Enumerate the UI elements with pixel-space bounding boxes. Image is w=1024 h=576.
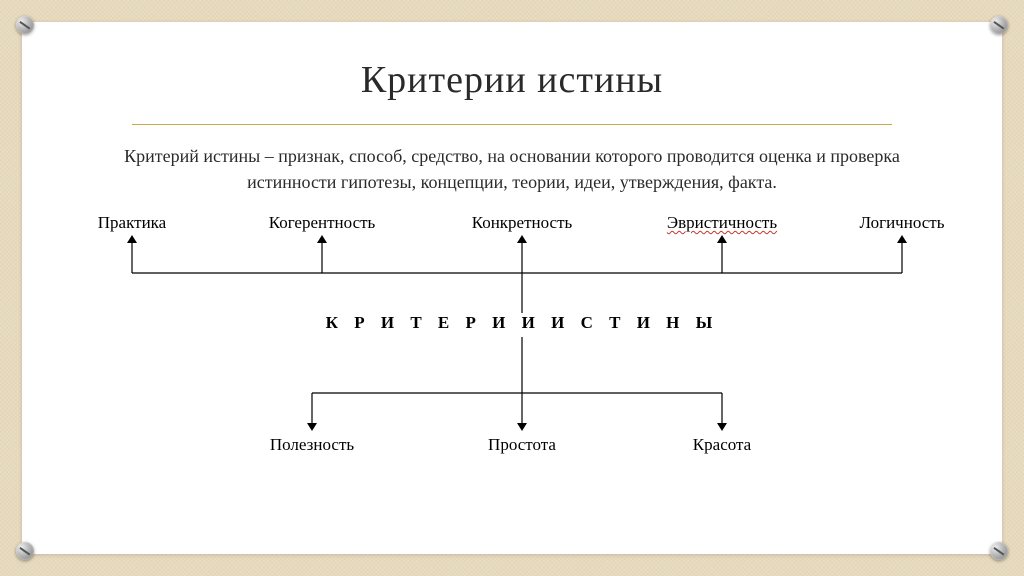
diagram-bottom-node: Красота [693, 435, 751, 455]
diagram-lines [62, 213, 962, 473]
diagram-top-node: Эвристичность [667, 213, 777, 233]
diagram-top-node: Логичность [860, 213, 945, 233]
screw-icon [990, 542, 1008, 560]
slide-subtitle: Критерий истины – признак, способ, средс… [22, 125, 1002, 195]
diagram-bottom-node: Полезность [270, 435, 354, 455]
screw-icon [16, 542, 34, 560]
slide-title: Критерии истины [22, 22, 1002, 102]
diagram-top-node: Практика [98, 213, 166, 233]
diagram-top-node: Когерентность [269, 213, 376, 233]
diagram-top-node: Конкретность [472, 213, 573, 233]
diagram-bottom-node: Простота [488, 435, 556, 455]
slide-card: Критерии истины Критерий истины – призна… [22, 22, 1002, 554]
diagram-center-label: К Р И Т Е Р И И И С Т И Н Ы [326, 313, 719, 333]
criteria-diagram: Практика Когерентность Конкретность Эвристи… [62, 213, 962, 473]
screw-icon [990, 16, 1008, 34]
screw-icon [16, 16, 34, 34]
canvas-background: Критерии истины Критерий истины – призна… [0, 0, 1024, 576]
